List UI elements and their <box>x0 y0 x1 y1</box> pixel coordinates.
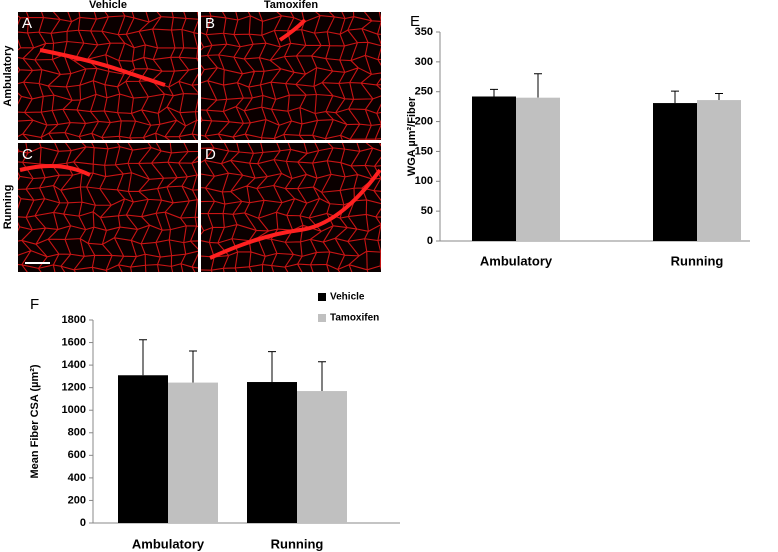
y-tick-label: 1400 <box>62 359 86 371</box>
panel-letter: D <box>205 146 216 163</box>
micrograph <box>201 12 381 140</box>
error-bar <box>268 351 276 383</box>
column-label: Tamoxifen <box>264 0 318 11</box>
bar <box>247 382 297 523</box>
x-tick-label: Ambulatory <box>132 536 205 551</box>
bar <box>472 96 516 242</box>
y-tick-label: 100 <box>415 175 433 187</box>
legend-swatch <box>318 293 326 301</box>
micrograph-grid: A B C D <box>16 10 383 274</box>
cell-borders <box>201 12 381 140</box>
x-tick-label: Running <box>671 253 724 268</box>
micrograph <box>18 12 198 140</box>
vessel <box>209 168 381 260</box>
bar <box>297 391 347 523</box>
error-bar <box>189 350 197 383</box>
y-tick-label: 150 <box>415 145 433 157</box>
y-axis-label: WGA µm²/Fiber <box>406 96 418 176</box>
row-label: Running <box>2 185 14 230</box>
legend-label: Tamoxifen <box>330 313 379 324</box>
y-tick-label: 350 <box>415 26 433 38</box>
panel-letter: B <box>205 15 215 32</box>
bar <box>168 382 218 523</box>
y-tick-label: 200 <box>68 494 86 506</box>
y-tick-label: 250 <box>415 86 433 98</box>
bar <box>118 375 168 523</box>
legend-label: Vehicle <box>330 292 365 303</box>
y-tick-label: 1800 <box>62 314 86 326</box>
bar <box>516 97 560 241</box>
y-tick-label: 1000 <box>62 404 86 416</box>
error-bar <box>490 88 498 97</box>
y-tick-label: 0 <box>427 235 433 247</box>
error-bar <box>671 90 679 104</box>
panel-letter: E <box>410 13 420 30</box>
y-tick-label: 800 <box>68 427 86 439</box>
cell-borders <box>18 12 198 140</box>
y-axis-label: Mean Fiber CSA (µm²) <box>29 364 41 478</box>
y-tick-label: 1200 <box>62 382 86 394</box>
cell-borders <box>18 143 198 272</box>
bar <box>697 100 741 242</box>
error-bar <box>318 361 326 392</box>
panel-letter: C <box>22 146 33 163</box>
vessel <box>39 48 166 87</box>
x-tick-label: Ambulatory <box>480 253 553 268</box>
cell-borders <box>201 143 381 272</box>
error-bar <box>715 93 723 101</box>
row-label: Ambulatory <box>2 45 14 107</box>
y-tick-label: 600 <box>68 449 86 461</box>
y-tick-label: 50 <box>421 205 433 217</box>
error-bar <box>534 73 542 98</box>
bar <box>653 103 697 241</box>
y-tick-label: 0 <box>80 517 86 529</box>
panel-letter: A <box>22 15 32 32</box>
x-tick-label: Running <box>271 536 324 551</box>
y-tick-label: 1600 <box>62 336 86 348</box>
error-bar <box>139 339 147 376</box>
y-tick-label: 400 <box>68 472 86 484</box>
vessel <box>19 164 91 177</box>
y-tick-label: 300 <box>415 56 433 68</box>
micrograph <box>18 143 198 272</box>
legend-swatch <box>318 314 326 322</box>
vessel <box>278 18 307 42</box>
column-label: Vehicle <box>89 0 127 11</box>
y-tick-label: 200 <box>415 115 433 127</box>
panel-letter: F <box>30 296 39 313</box>
micrograph <box>201 143 381 272</box>
